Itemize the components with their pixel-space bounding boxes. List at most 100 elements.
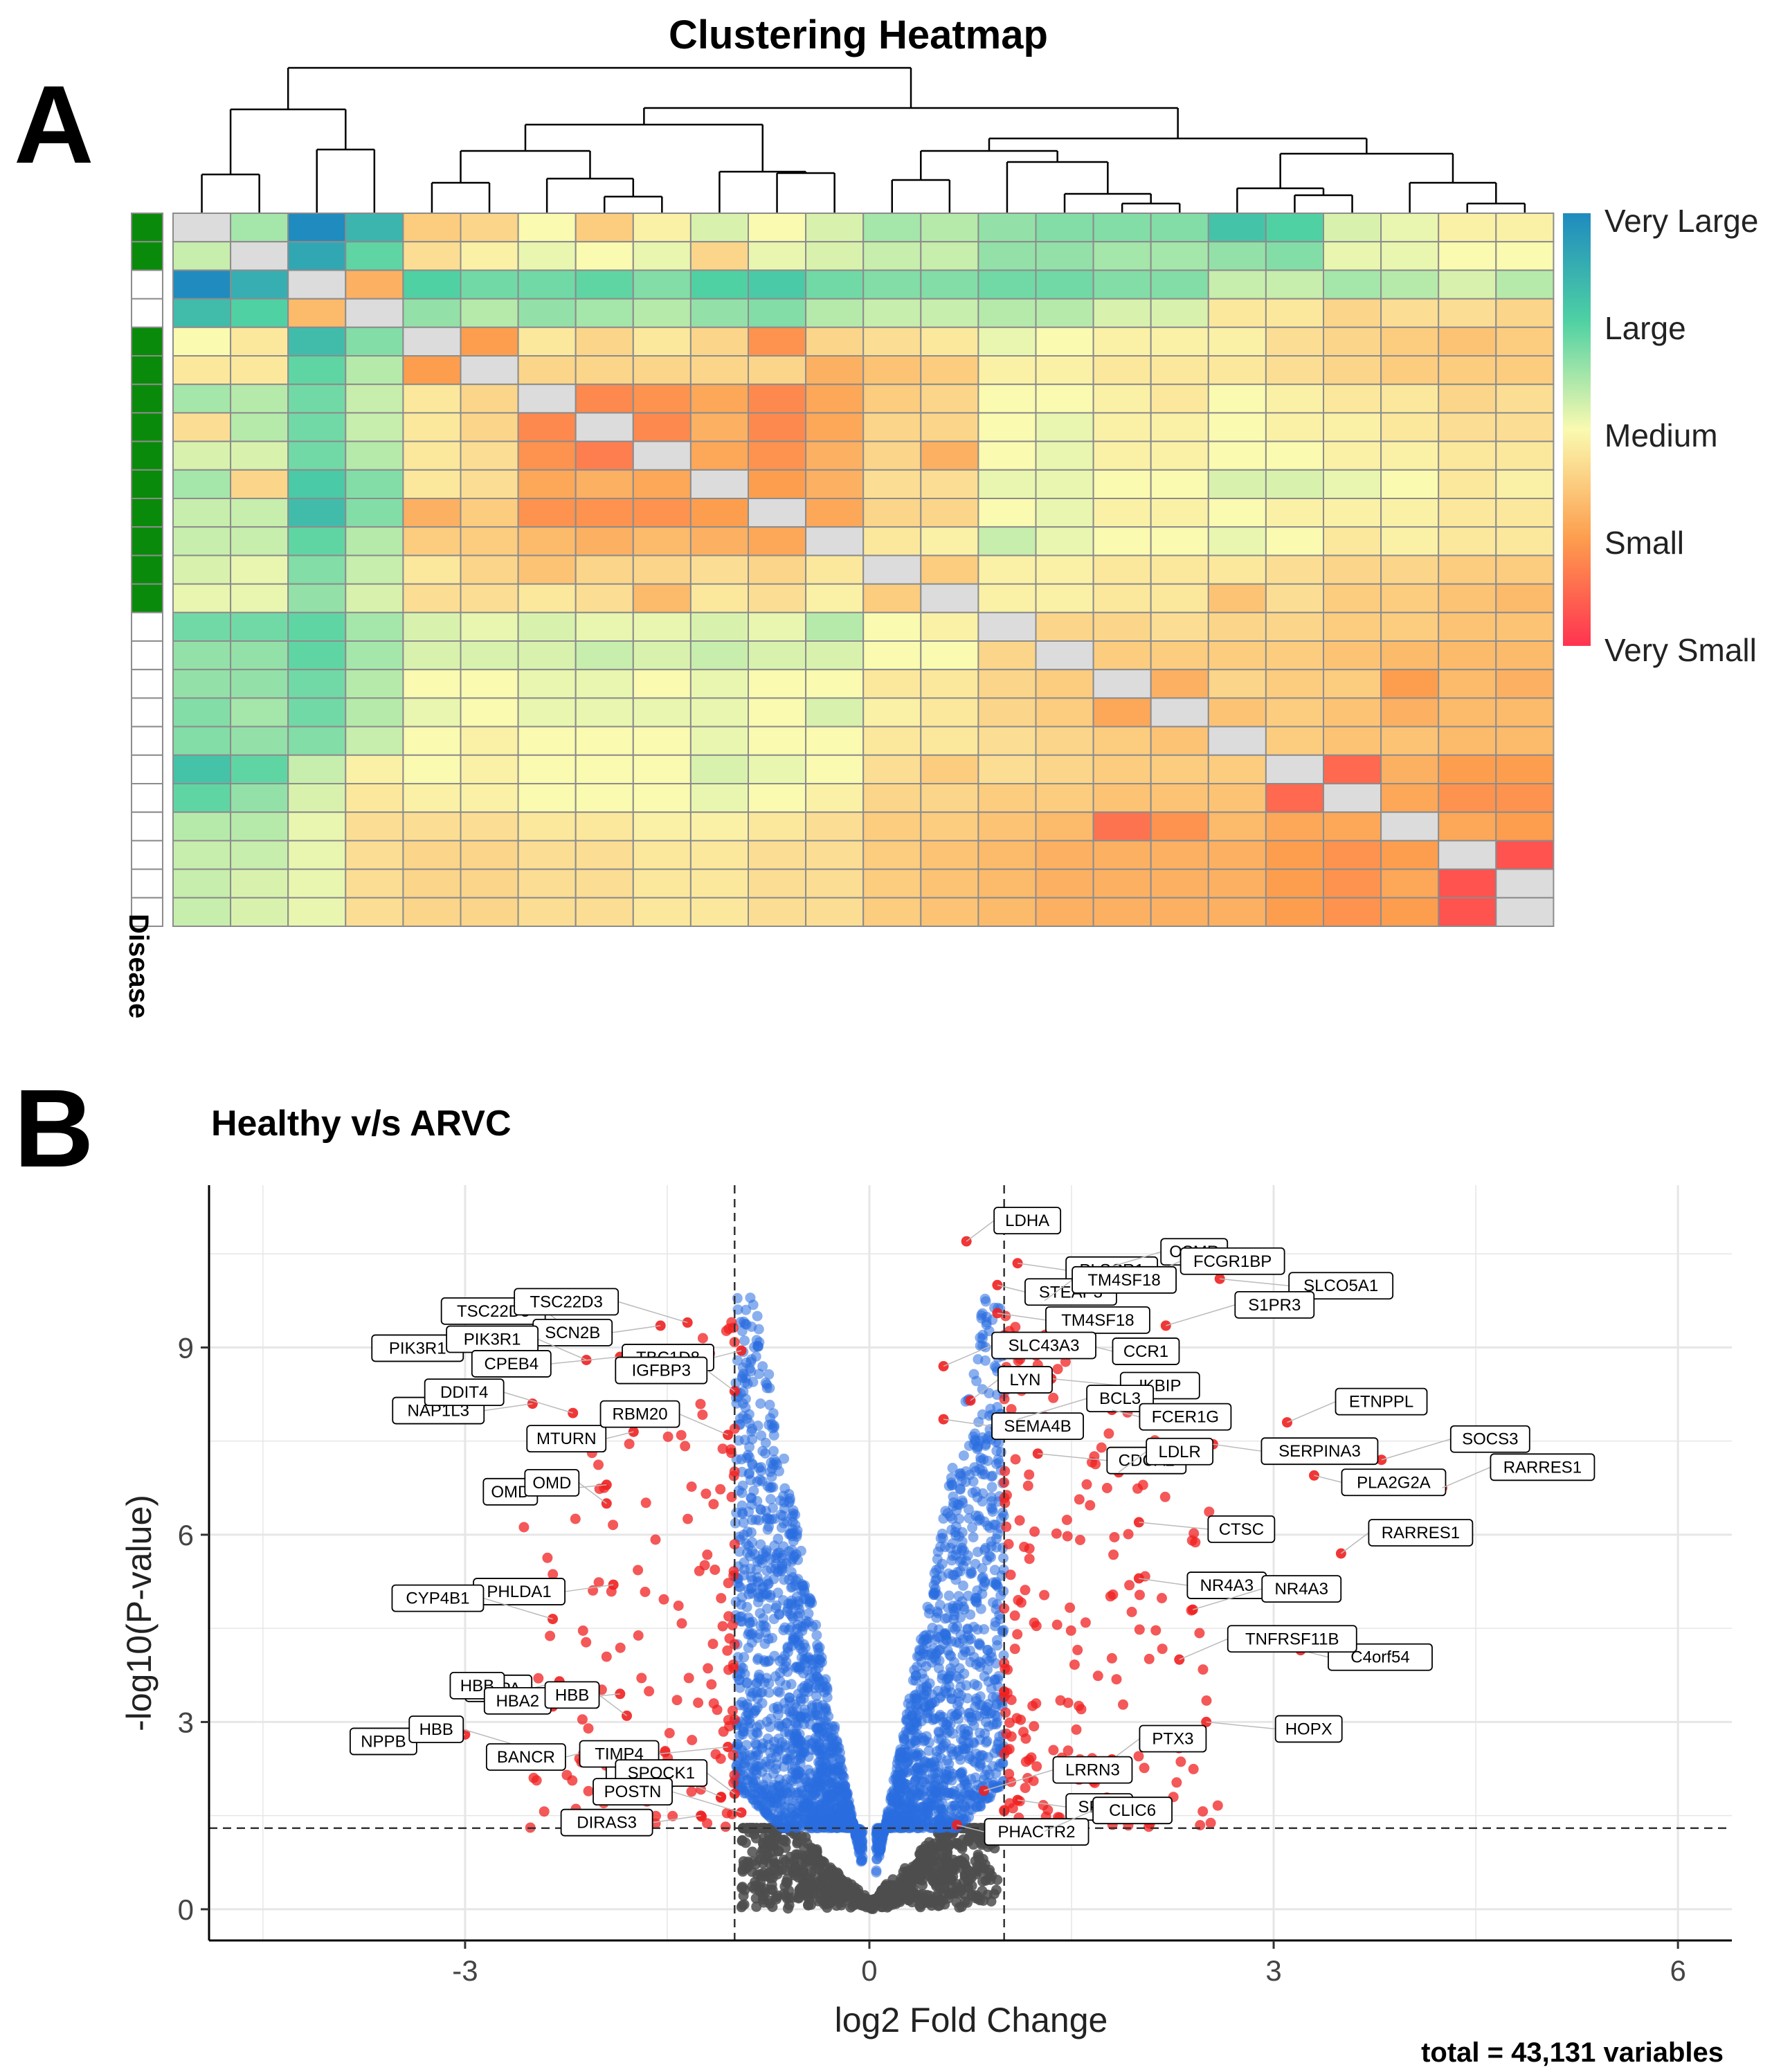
volcano-point — [764, 1399, 775, 1410]
annotation-cell — [131, 583, 163, 613]
heatmap-cell — [230, 213, 289, 243]
volcano-point — [739, 1434, 750, 1445]
volcano-point — [843, 1801, 854, 1812]
label-leader — [550, 1356, 620, 1364]
heatmap-cell — [287, 384, 347, 414]
volcano-point — [752, 1596, 763, 1607]
heatmap-cell — [1265, 669, 1325, 699]
heatmap-cell — [1207, 355, 1267, 386]
volcano-point — [756, 1461, 767, 1472]
heatmap-cell — [1092, 526, 1152, 557]
heatmap-cell — [805, 583, 865, 613]
heatmap-cell — [345, 555, 404, 585]
heatmap-cell — [575, 840, 634, 870]
heatmap-cell — [345, 498, 404, 528]
volcano-point — [797, 1580, 808, 1592]
volcano-point — [802, 1855, 813, 1866]
heatmap-cell — [460, 583, 519, 613]
volcano-point — [710, 1749, 721, 1760]
heatmap-cell — [1207, 213, 1267, 243]
volcano-point — [998, 1553, 1009, 1563]
heatmap-cell — [230, 583, 289, 613]
heatmap-cell — [230, 298, 289, 328]
volcano-point — [955, 1484, 966, 1495]
heatmap-cell — [977, 412, 1037, 442]
heatmap-cell — [805, 555, 865, 585]
volcano-point — [991, 1884, 1002, 1895]
heatmap-cell — [1265, 384, 1325, 414]
heatmap-cell — [172, 697, 232, 728]
heatmap-cell — [1323, 840, 1382, 870]
heatmap-cell — [287, 498, 347, 528]
annotation-cell — [131, 498, 163, 528]
volcano-point — [975, 1691, 986, 1702]
volcano-point — [975, 1603, 986, 1614]
heatmap-cell — [920, 355, 979, 386]
volcano-point — [955, 1783, 966, 1794]
heatmap-cell — [748, 783, 807, 813]
heatmap-cell — [977, 697, 1037, 728]
volcano-point — [662, 1431, 673, 1442]
heatmap-cell — [345, 640, 404, 671]
heatmap-cell — [748, 269, 807, 300]
heatmap-cell — [402, 640, 462, 671]
volcano-point — [876, 1825, 887, 1836]
volcano-point — [910, 1785, 921, 1795]
volcano-point — [947, 1463, 958, 1473]
heatmap-cell — [977, 213, 1037, 243]
heatmap-cell — [1092, 241, 1152, 271]
heatmap-cell — [402, 298, 462, 328]
volcano-point — [593, 1459, 604, 1470]
volcano-point — [728, 1570, 739, 1581]
volcano-point — [673, 1601, 684, 1611]
volcano-point — [1051, 1619, 1063, 1630]
gene-label: IGFBP3 — [632, 1362, 691, 1380]
gene-label: PHACTR2 — [998, 1823, 1076, 1841]
heatmap-cell — [977, 269, 1037, 300]
heatmap-cell — [1150, 697, 1209, 728]
heatmap-cell — [345, 326, 404, 357]
gene-label-box — [615, 1356, 708, 1385]
volcano-point — [786, 1544, 797, 1556]
volcano-point — [963, 1504, 974, 1515]
volcano-point — [608, 1520, 619, 1531]
heatmap-cell — [1150, 840, 1209, 870]
gene-label: DDIT4 — [440, 1383, 488, 1402]
volcano-point — [758, 1867, 769, 1878]
heatmap-cell — [1495, 213, 1555, 243]
volcano-point — [895, 1823, 906, 1834]
volcano-point — [788, 1634, 799, 1645]
heatmap-cell — [1265, 583, 1325, 613]
volcano-point — [1039, 1589, 1050, 1601]
volcano-point — [1006, 1776, 1017, 1787]
heatmap-cell — [1035, 269, 1094, 300]
heatmap-cell — [1380, 555, 1440, 585]
volcano-point — [758, 1891, 769, 1902]
heatmap-cell — [172, 355, 232, 386]
heatmap-cell — [230, 783, 289, 813]
volcano-point — [842, 1817, 853, 1828]
heatmap-cell — [1438, 611, 1497, 642]
gene-label: SEMA4B — [1004, 1417, 1071, 1436]
volcano-point — [761, 1547, 772, 1558]
volcano-point — [801, 1712, 812, 1723]
heatmap-cell — [748, 326, 807, 357]
heatmap-cell — [575, 669, 634, 699]
annotation-cell — [131, 269, 163, 300]
volcano-point — [968, 1532, 979, 1542]
heatmap-cell — [287, 783, 347, 813]
volcano-point — [916, 1845, 927, 1856]
heatmap-cell — [402, 213, 462, 243]
heatmap-cell — [172, 213, 232, 243]
volcano-point — [1014, 1515, 1025, 1526]
heatmap-cell — [1035, 498, 1094, 528]
volcano-point — [802, 1665, 813, 1676]
volcano-point — [912, 1750, 923, 1761]
annotation-cell — [131, 697, 163, 728]
volcano-point — [946, 1636, 957, 1647]
heatmap-cell — [287, 754, 347, 785]
heatmap-cell — [1035, 611, 1094, 642]
heatmap-cell — [1207, 669, 1267, 699]
heatmap-cell — [1207, 526, 1267, 557]
volcano-point — [958, 1450, 969, 1461]
